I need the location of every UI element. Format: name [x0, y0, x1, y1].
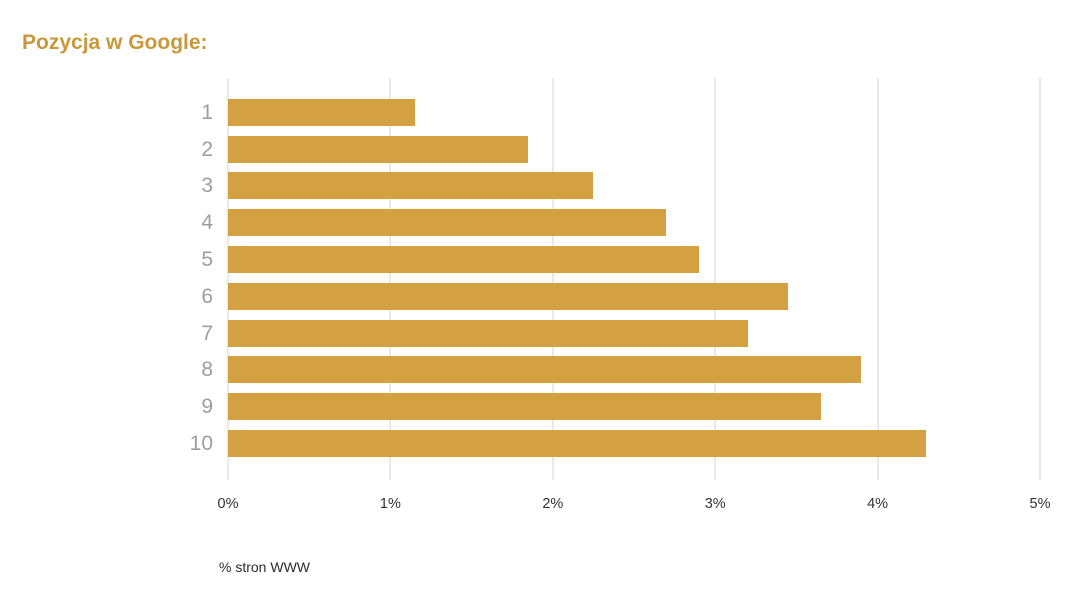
- gridline: [389, 78, 391, 480]
- gridline: [877, 78, 879, 480]
- bar-position-6: [228, 282, 789, 310]
- bar-row: [228, 241, 1040, 278]
- bar-position-9: [228, 393, 821, 421]
- category-label-2: 2: [201, 137, 213, 161]
- category-label-4: 4: [201, 211, 213, 235]
- category-label-3: 3: [201, 174, 213, 198]
- bar-position-3: [228, 172, 594, 200]
- x-tick-label-2%: 2%: [542, 496, 564, 512]
- bar-row: [228, 94, 1040, 131]
- category-label-8: 8: [201, 358, 213, 382]
- category-label-1: 1: [201, 100, 213, 124]
- bar-position-8: [228, 356, 862, 384]
- bar-row: [228, 388, 1040, 425]
- bar-position-1: [228, 98, 415, 126]
- bar-row: [228, 204, 1040, 241]
- chart-title: Pozycja w Google:: [22, 31, 208, 54]
- category-label-9: 9: [201, 395, 213, 419]
- x-tick-label-0%: 0%: [217, 496, 239, 512]
- bar-position-2: [228, 135, 529, 163]
- x-axis-title: % stron WWW: [219, 559, 310, 575]
- bar-position-10: [228, 430, 927, 458]
- x-tick-label-4%: 4%: [867, 496, 889, 512]
- x-tick-label-5%: 5%: [1029, 496, 1051, 512]
- bar-row: [228, 168, 1040, 205]
- category-label-6: 6: [201, 284, 213, 308]
- bar-row: [228, 315, 1040, 352]
- x-tick-label-3%: 3%: [704, 496, 726, 512]
- plot-area: [227, 78, 1041, 480]
- x-axis-labels: 0% 1% 2% 3% 4% 5%: [218, 496, 1051, 515]
- y-axis-labels: 1 2 3 4 5 6 7 8 9 10: [0, 94, 213, 462]
- category-label-5: 5: [201, 248, 213, 272]
- bar-row: [228, 278, 1040, 315]
- gridline: [227, 78, 229, 480]
- bar-row: [228, 352, 1040, 389]
- category-label-10: 10: [189, 432, 213, 456]
- bar-position-5: [228, 246, 699, 274]
- bar-position-4: [228, 209, 667, 237]
- category-label-7: 7: [201, 321, 213, 345]
- gridline: [714, 78, 716, 480]
- bar-row: [228, 425, 1040, 462]
- x-tick-label-1%: 1%: [379, 496, 401, 512]
- bar-position-7: [228, 319, 748, 347]
- gridline: [1039, 78, 1041, 480]
- bars-container: [228, 94, 1040, 462]
- gridline: [552, 78, 554, 480]
- bar-row: [228, 131, 1040, 168]
